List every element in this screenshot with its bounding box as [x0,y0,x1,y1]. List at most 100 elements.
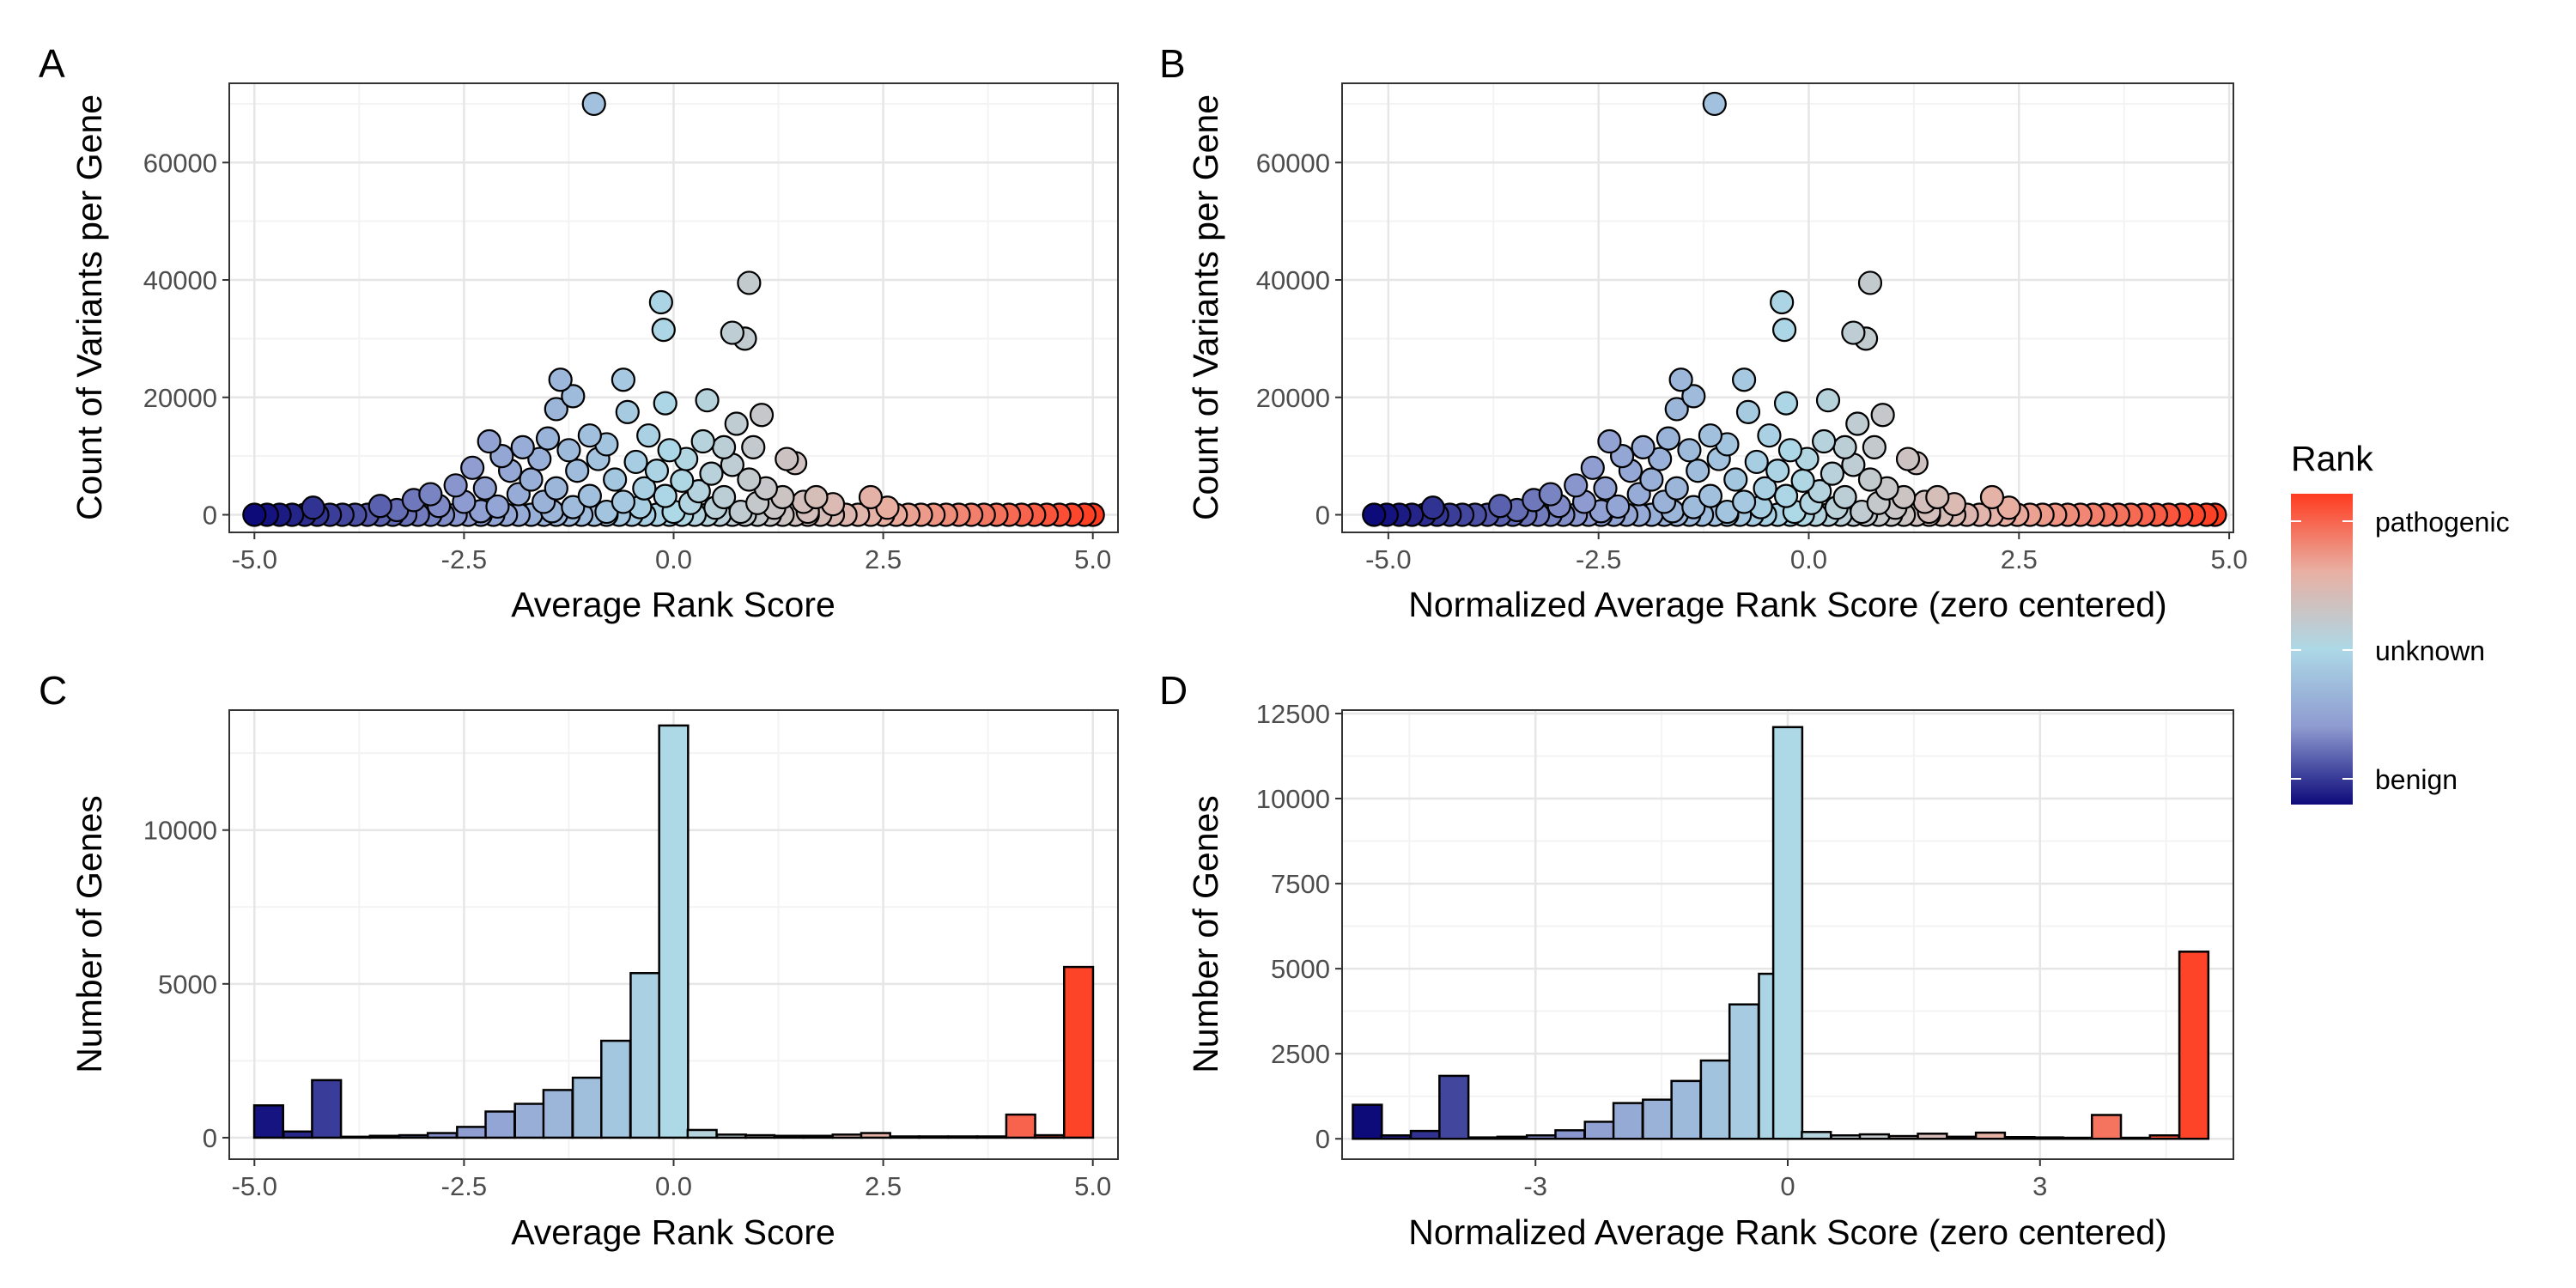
histogram-bar-c [340,1135,372,1139]
histogram-bar-d [1887,1134,1920,1140]
panel-label-a: A [39,41,65,86]
scatter-point-a [485,494,510,519]
ticks-d: -3 0 3 0 2500 5000 7500 10000 12500 [1256,699,2048,1201]
histogram-bar-d [1728,1003,1760,1140]
scatter-point-b [1731,368,1757,392]
scatter-point-a [644,459,670,483]
scatter-point-b [1757,423,1782,448]
scatter-point-a [472,476,497,501]
scatter-point-b [1681,384,1706,409]
scatter-point-b [1777,438,1803,463]
scatter-point-b [1979,484,2005,510]
y-tick-label-c: 10000 [143,816,217,846]
y-tick-label-b: 0 [1315,500,1330,530]
histogram-bar-c [456,1126,488,1139]
histogram-bar-d [2032,1136,2064,1140]
x-tick-label-a: 0.0 [655,544,692,574]
panel-label-c: C [39,668,67,713]
x-tick-label-a: 2.5 [865,544,902,574]
scatter-point-a [242,502,267,527]
histogram-bar-c [860,1132,891,1139]
histogram-bar-d [1467,1136,1499,1140]
scatter-point-a [577,483,602,508]
x-tick-label-c: -5.0 [232,1171,277,1201]
histogram-bar-c [744,1133,776,1139]
scatter-point-a [418,482,443,507]
histogram-bar-c [686,1128,718,1139]
panel-d: D -3 0 3 0 2500 5000 7500 10000 12500 Normalized… [1159,668,2234,1252]
scatter-point-b [1845,411,1870,436]
histogram-bar-d [1917,1133,1948,1140]
scatter-point-b [1812,428,1837,454]
scatter-point-a [699,461,724,486]
scatter-point-a [653,391,677,416]
y-tick-label-b: 60000 [1256,148,1330,178]
scatter-point-a [749,403,775,428]
x-tick-label-d: 0 [1780,1171,1795,1201]
x-axis-title-b: Normalized Average Rank Score (zero cent… [1408,585,2166,624]
histogram-bar-d [2178,951,2210,1140]
scatter-point-b [1656,426,1681,451]
scatter-point-b [1698,423,1723,448]
y-axis-title-a: Count of Variants per Gene [70,94,109,520]
scatter-point-b [1735,399,1761,424]
scatter-point-b [1564,473,1589,498]
scatter-point-b [1731,489,1757,514]
x-tick-label-b: 0.0 [1790,544,1827,574]
histogram-bar-c [658,724,690,1139]
scatter-point-a [443,473,468,498]
scatter-point-a [648,289,673,315]
ticks-c: -5.0 -2.5 0.0 2.5 5.0 0 5000 10000 [143,816,1111,1201]
scatter-point-b [1668,368,1693,392]
histogram-bar-c [774,1134,805,1139]
scatter-point-a [519,467,544,492]
scatter-point-a [858,484,884,510]
scatter-point-b [1698,483,1723,508]
scatter-point-a [737,467,762,492]
scatter-point-a [636,423,661,448]
y-axis-title-c: Number of Genes [70,795,109,1073]
scatter-point-b [1753,476,1777,501]
y-tick-label-b: 20000 [1256,383,1330,413]
histogram-bar-c [368,1134,400,1139]
scatter-point-b [1420,495,1445,520]
y-tick-label-b: 40000 [1256,265,1330,295]
histogram-bar-c [629,972,661,1139]
histogram-bar-c [1063,965,1095,1139]
histogram-bar-d [2120,1136,2152,1140]
scatter-point-b [1631,434,1656,459]
histogram-bar-c [571,1076,604,1139]
y-tick-label-a: 0 [203,500,217,530]
scatter-point-a [561,384,586,409]
histogram-bar-d [1496,1135,1528,1140]
y-tick-label-d: 7500 [1271,869,1330,899]
histogram-bar-d [1670,1079,1702,1140]
histogram-bar-c [282,1130,314,1139]
histogram-bar-d [1974,1131,2007,1140]
histogram-bar-d [1858,1133,1891,1140]
marks-d [1352,726,2210,1140]
y-axis-title-d: Number of Genes [1186,795,1225,1073]
scatter-point-b [1832,484,1857,510]
histogram-bar-d [2090,1114,2123,1140]
scatter-point-b [1606,494,1631,519]
x-tick-label-b: -5.0 [1365,544,1411,574]
scatter-point-b [1770,289,1795,315]
grid-a [229,83,1118,532]
scatter-point-b [1487,494,1513,519]
scatter-point-a [724,411,749,436]
scatter-point-a [544,397,568,422]
histogram-bar-d [1583,1121,1615,1140]
histogram-bar-c [918,1135,950,1139]
scatter-point-b [1820,461,1844,486]
legend-label-unknown: unknown [2375,635,2485,666]
scatter-point-a [653,483,677,508]
y-tick-label-d: 12500 [1256,699,1330,729]
scatter-point-b [1681,495,1706,519]
histogram-bar-c [600,1039,632,1139]
histogram-bar-c [426,1132,459,1139]
scatter-point-a [720,320,744,345]
marks-b [1362,91,2227,527]
scatter-point-a [548,368,573,392]
